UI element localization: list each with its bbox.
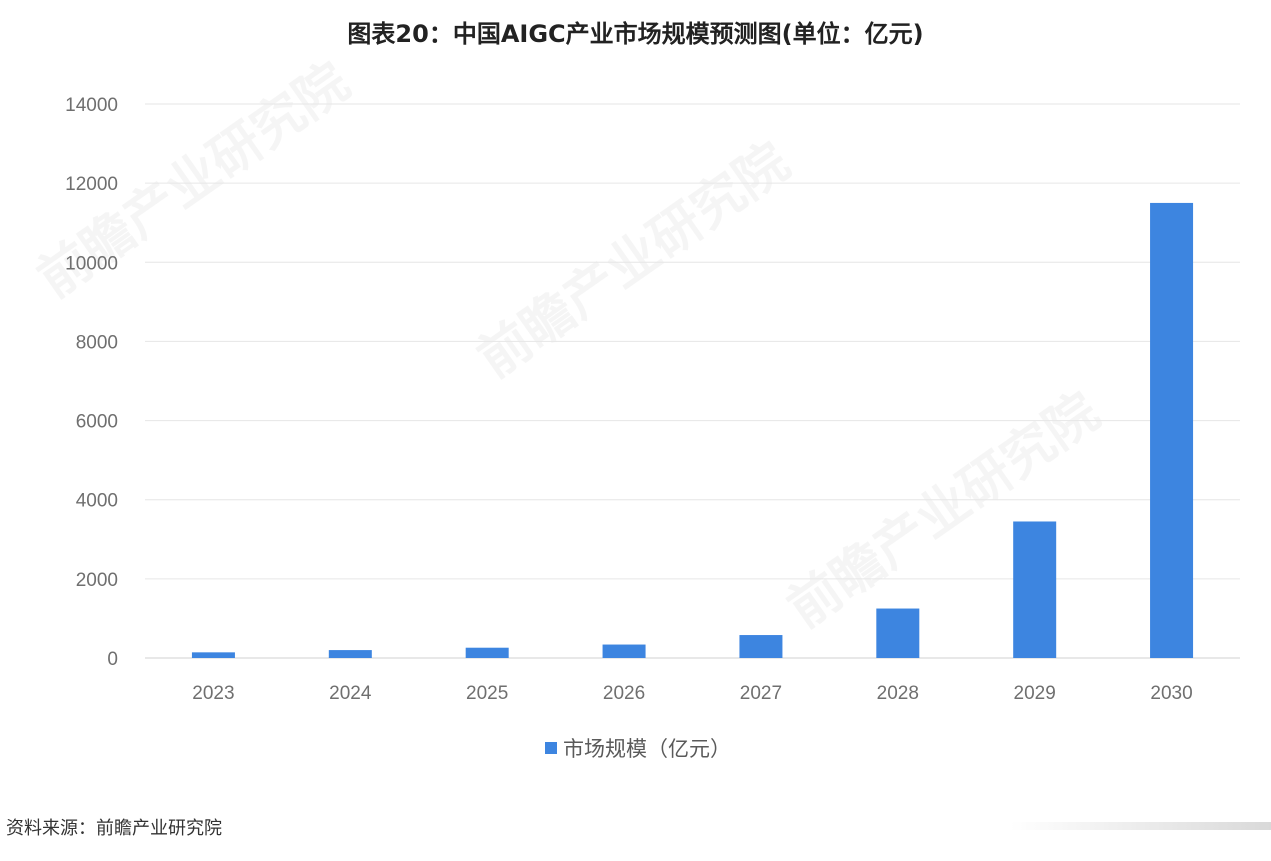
legend: 市场规模（亿元） — [545, 733, 731, 763]
y-tick-label: 0 — [107, 649, 118, 670]
bar-2027 — [739, 635, 783, 658]
footer-divider — [1010, 822, 1271, 830]
y-tick-label: 4000 — [76, 491, 118, 512]
x-tick-label: 2024 — [329, 683, 372, 704]
x-axis-ticks: 2023 2024 2025 2026 2027 2028 2029 2030 — [192, 683, 1192, 704]
y-tick-label: 12000 — [65, 174, 118, 195]
bars — [191, 202, 1194, 658]
legend-swatch — [545, 742, 557, 754]
x-tick-label: 2029 — [1014, 683, 1056, 704]
bar-2023 — [191, 652, 235, 658]
gridlines — [145, 103, 1240, 659]
bar-2028 — [876, 608, 920, 658]
bar-2024 — [328, 650, 372, 658]
source-note: 资料来源：前瞻产业研究院 — [6, 818, 222, 839]
bar-2030 — [1150, 202, 1194, 658]
y-tick-label: 6000 — [76, 412, 118, 433]
y-tick-label: 14000 — [65, 95, 118, 116]
x-tick-label: 2023 — [192, 683, 234, 704]
x-tick-label: 2025 — [466, 683, 508, 704]
y-tick-label: 10000 — [65, 253, 118, 274]
chart-title: 图表20：中国AIGC产业市场规模预测图(单位：亿元) — [347, 20, 924, 48]
x-tick-label: 2027 — [740, 683, 782, 704]
x-tick-label: 2030 — [1150, 683, 1192, 704]
legend-label: 市场规模（亿元） — [563, 737, 731, 761]
bar-2025 — [465, 647, 509, 658]
x-tick-label: 2026 — [603, 683, 645, 704]
bar-2026 — [602, 644, 646, 658]
y-tick-label: 8000 — [76, 332, 118, 353]
x-tick-label: 2028 — [877, 683, 919, 704]
bar-2029 — [1013, 521, 1057, 658]
y-tick-label: 2000 — [76, 570, 118, 591]
y-axis-ticks: 0 2000 4000 6000 8000 10000 12000 14000 — [65, 95, 118, 670]
